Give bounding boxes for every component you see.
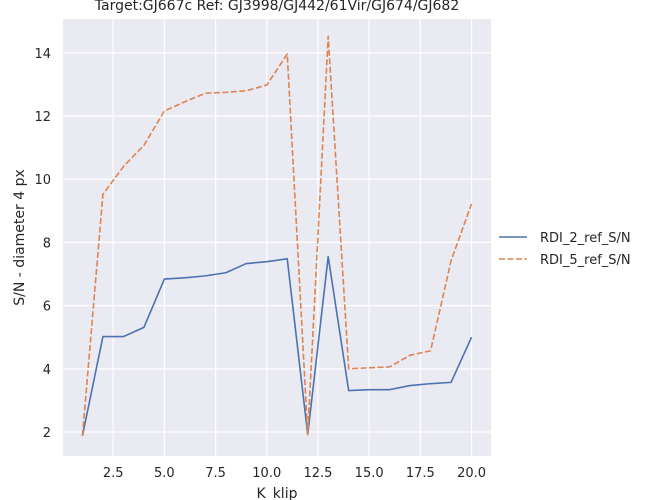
x-tick-label: 15.0: [355, 466, 384, 481]
series-lines: [81, 35, 473, 436]
x-tick-label: 20.0: [457, 466, 486, 481]
x-tick-labels: 2.5 5.0 7.5 10.0 12.5 15.0 17.5 20.0: [103, 466, 486, 481]
y-tick-label: 2: [43, 426, 51, 441]
y-tick-label: 12: [34, 110, 51, 125]
x-tick-label: 10.0: [252, 466, 281, 481]
x-tick-label: 5.0: [154, 466, 175, 481]
series-line-2: [81, 35, 473, 436]
legend-label-1: RDI_2_ref_S/N: [540, 231, 631, 246]
series-line-1: [81, 255, 473, 436]
y-tick-label: 14: [34, 47, 51, 62]
x-axis-label: K_klip: [257, 486, 298, 500]
x-tick-label: 12.5: [303, 466, 332, 481]
y-axis-label: S/N - diameter 4 px: [12, 169, 28, 305]
y-tick-label: 10: [34, 173, 51, 188]
legend: RDI_2_ref_S/N RDI_5_ref_S/N: [499, 231, 631, 268]
x-tick-label: 2.5: [103, 466, 124, 481]
grid-lines: [63, 19, 491, 456]
y-tick-label: 8: [43, 236, 51, 251]
y-tick-labels: 2 4 6 8 10 12 14: [34, 47, 51, 441]
plot-background: [63, 19, 491, 456]
x-tick-label: 7.5: [205, 466, 226, 481]
chart-title: Target:GJ667c Ref: GJ3998/GJ442/61Vir/GJ…: [94, 0, 460, 14]
legend-label-2: RDI_5_ref_S/N: [540, 253, 631, 268]
x-tick-label: 17.5: [406, 466, 435, 481]
y-tick-label: 6: [43, 300, 51, 315]
y-tick-label: 4: [43, 363, 51, 378]
